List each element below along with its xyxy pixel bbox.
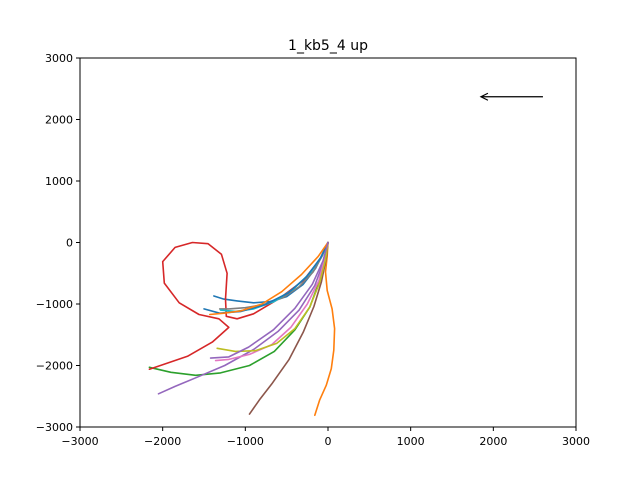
y-tick-label: −3000	[36, 421, 73, 434]
x-tick-label: 1000	[397, 435, 425, 448]
series-line-2	[314, 241, 336, 417]
arrow-head	[479, 92, 489, 101]
series-layer	[148, 241, 336, 417]
series-line-12	[209, 241, 329, 316]
y-tick-label: −2000	[36, 360, 73, 373]
x-tick-label: −2000	[144, 435, 181, 448]
x-tick-label: 2000	[479, 435, 507, 448]
y-tick-label: −1000	[36, 298, 73, 311]
y-tick-label: 3000	[45, 52, 73, 65]
arrow-layer	[479, 92, 543, 101]
series-line-5	[157, 241, 329, 395]
x-axis: −3000 −2000 −1000 0 1000 2000 3000	[61, 427, 590, 448]
chart-title: 1_kb5_4 up	[288, 38, 368, 54]
x-tick-label: −3000	[61, 435, 98, 448]
series-line-13	[209, 241, 329, 359]
y-tick-label: 1000	[45, 175, 73, 188]
series-line-7	[214, 241, 329, 362]
series-line-8	[218, 241, 329, 310]
series-line-4	[148, 241, 329, 370]
y-tick-label: 0	[66, 237, 73, 250]
x-tick-label: 3000	[562, 435, 590, 448]
y-tick-label: 2000	[45, 114, 73, 127]
y-axis: −3000 −2000 −1000 0 1000 2000 3000	[36, 52, 80, 434]
x-tick-label: −1000	[227, 435, 264, 448]
x-tick-label: 0	[325, 435, 332, 448]
